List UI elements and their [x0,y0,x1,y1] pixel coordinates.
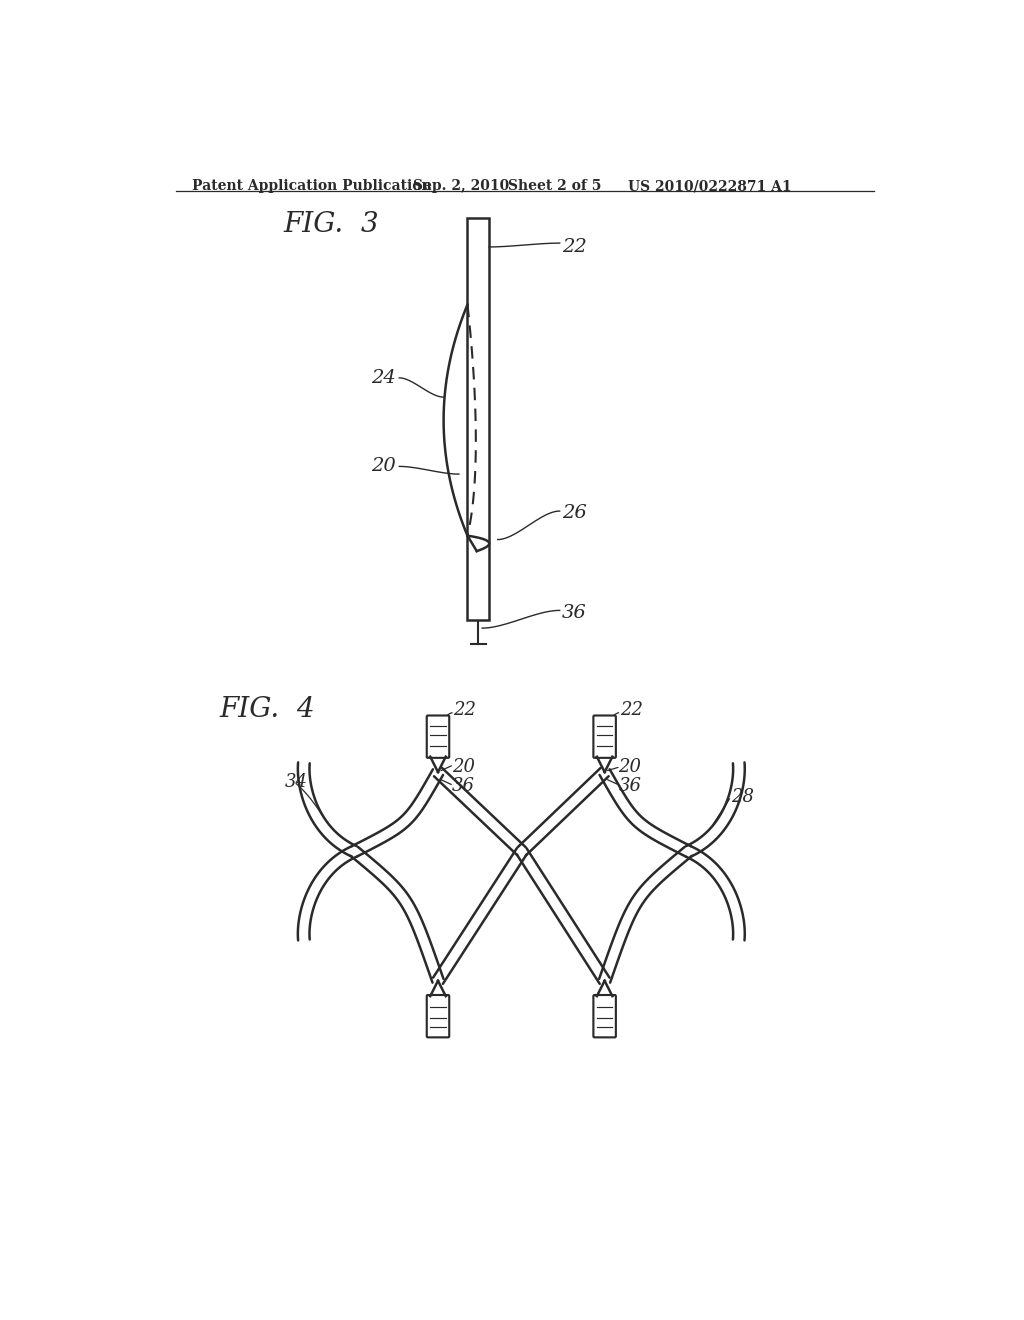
Bar [467,218,489,620]
FancyBboxPatch shape [427,715,450,758]
Text: 20: 20 [618,759,642,776]
Text: Sep. 2, 2010: Sep. 2, 2010 [414,180,510,193]
Text: 24: 24 [371,368,395,387]
Text: 34: 34 [285,774,307,791]
Text: 20: 20 [371,458,395,475]
Text: 22: 22 [621,701,643,719]
FancyBboxPatch shape [593,995,615,1038]
FancyBboxPatch shape [593,715,615,758]
Text: US 2010/0222871 A1: US 2010/0222871 A1 [628,180,792,193]
Text: 26: 26 [562,504,587,521]
Text: 22: 22 [454,701,476,719]
Text: 20: 20 [452,759,475,776]
Text: 36: 36 [452,777,475,795]
Text: 22: 22 [562,238,587,256]
Text: 28: 28 [731,788,754,807]
Text: Sheet 2 of 5: Sheet 2 of 5 [508,180,601,193]
Text: 36: 36 [618,777,642,795]
Text: FIG.  3: FIG. 3 [283,211,379,238]
FancyBboxPatch shape [427,995,450,1038]
Text: 36: 36 [562,603,587,622]
Text: Patent Application Publication: Patent Application Publication [191,180,431,193]
Text: FIG.  4: FIG. 4 [219,696,315,723]
